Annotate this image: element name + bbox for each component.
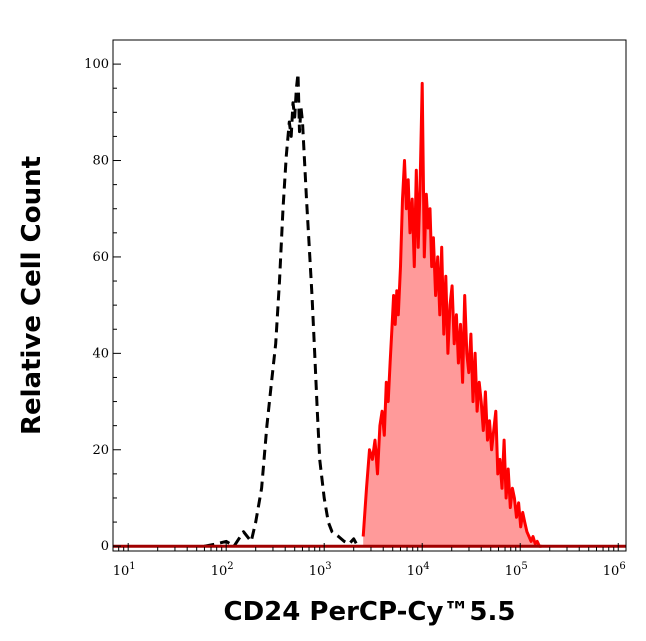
plot-area — [113, 72, 626, 548]
x-axis: 101 102 103 104 105 106 — [112, 543, 626, 579]
y-tick-label: 40 — [92, 346, 109, 361]
x-tick-label: 102 — [211, 561, 234, 579]
x-tick-exponent: 4 — [423, 561, 429, 572]
series-1-line — [361, 81, 542, 548]
y-tick-label: 0 — [101, 539, 109, 554]
y-axis-title: Relative Cell Count — [17, 156, 47, 435]
x-tick-label: 106 — [603, 561, 626, 579]
y-tick-label: 20 — [92, 443, 109, 458]
y-axis: 0 20 40 60 80 100 — [84, 57, 121, 554]
x-tick-label: 101 — [113, 561, 136, 579]
x-tick-base: 10 — [211, 564, 228, 579]
x-tick-label: 103 — [309, 561, 332, 579]
y-tick-label: 60 — [92, 250, 109, 265]
x-tick-exponent: 6 — [619, 561, 625, 572]
y-tick-label: 100 — [84, 57, 109, 72]
x-tick-exponent: 1 — [129, 561, 135, 572]
x-tick-label: 105 — [505, 561, 528, 579]
x-tick-base: 10 — [113, 564, 130, 579]
x-tick-base: 10 — [505, 564, 522, 579]
x-tick-exponent: 2 — [227, 561, 233, 572]
x-tick-exponent: 3 — [325, 561, 331, 572]
x-tick-label: 104 — [407, 561, 430, 579]
y-tick-label: 80 — [92, 154, 109, 169]
x-tick-base: 10 — [603, 564, 620, 579]
x-tick-base: 10 — [309, 564, 326, 579]
plot-frame — [112, 39, 627, 552]
x-tick-base: 10 — [407, 564, 424, 579]
series-0-line — [204, 72, 360, 548]
x-axis-title: CD24 PerCP-Cy™5.5 — [224, 597, 516, 627]
x-tick-exponent: 5 — [521, 561, 527, 572]
